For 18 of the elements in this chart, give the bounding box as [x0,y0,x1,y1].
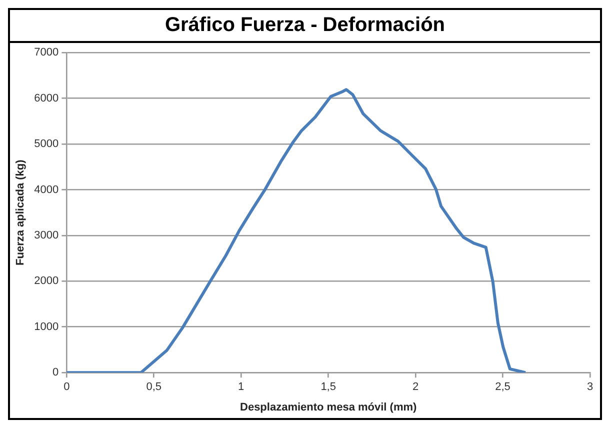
y-axis-title: Fuerza aplicada (kg) [14,159,27,266]
x-tick-label: 1,5 [320,381,336,394]
x-tick-label: 0 [64,381,70,394]
y-tick-label: 2000 [34,275,59,288]
y-tick-label: 5000 [34,138,59,150]
x-tick-label: 2 [412,381,419,394]
x-tick-label: 2,5 [495,381,510,394]
y-tick-label: 0 [52,366,59,379]
x-tick-label: 1 [238,381,244,394]
y-tick-label: 3000 [34,229,59,242]
x-tick-label: 0,5 [146,381,162,394]
y-tick-label: 6000 [34,92,59,104]
y-tick-label: 4000 [34,184,59,196]
x-axis-title: Desplazamiento mesa móvil (mm) [240,401,417,414]
chart-title: Gráfico Fuerza - Deformación [10,10,600,43]
y-tick-label: 7000 [34,46,59,59]
y-tick-label: 1000 [34,320,59,333]
x-tick-label: 3 [586,381,594,394]
